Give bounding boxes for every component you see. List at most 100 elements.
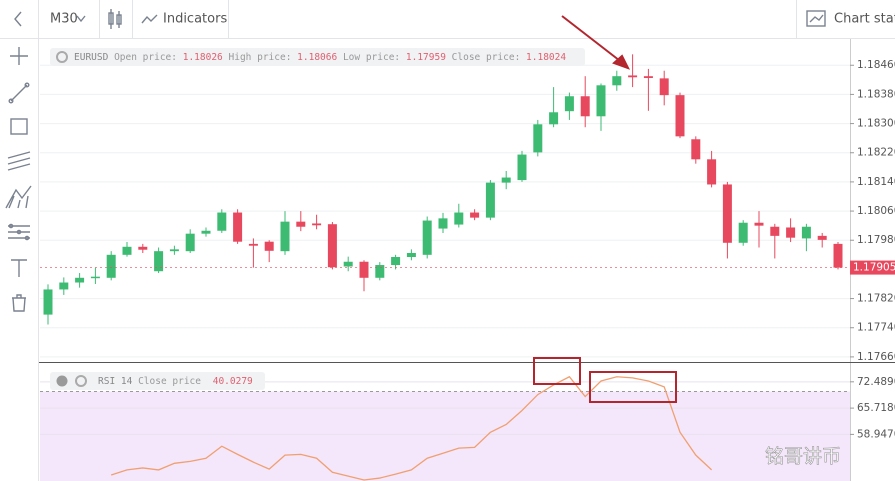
chart-state-button[interactable]: Chart state [834,12,895,27]
candle-body [754,222,764,226]
candle-body [233,212,243,242]
value: 1.18066 [297,52,337,63]
candle-body [833,243,843,268]
candle-body [154,251,164,272]
candle-body [438,218,448,229]
candle-body [801,226,811,239]
arrow-line [561,15,625,65]
y-tick-label: 1.17980 [857,234,895,246]
rectangle-tool[interactable] [10,118,28,135]
value: 1.18026 [183,52,223,63]
crosshair-tool[interactable] [10,47,28,65]
candle-body [722,184,732,243]
y-tick-label: 1.18140 [857,176,895,188]
close-icon[interactable] [56,375,68,387]
y-tick-label: 58.9470 [857,428,895,440]
candle-body [138,246,148,250]
value: 1.17959 [406,52,446,63]
candle-body [485,182,495,218]
arrow-head [612,54,631,70]
main-legend: EURUSD Open price: 1.18026 High price: 1… [50,48,585,66]
timeframe-button[interactable]: M30 [50,12,78,27]
y-tick-label: 1.18460 [857,59,895,71]
highlight-box [589,371,677,403]
candle-body [501,177,511,183]
delete-tool[interactable] [12,294,26,312]
candle-body [343,261,353,267]
timeframe-chevron[interactable] [76,15,86,23]
back-button[interactable] [14,11,22,27]
candle-body [675,95,685,137]
candle-body [59,282,69,290]
candle-body [312,223,322,226]
candle-body [90,276,100,279]
watermark: 铭哥讲币 [765,446,841,468]
candle-body [549,112,559,125]
y-tick-label: 1.17660 [857,351,895,363]
candle-body [470,212,480,218]
candle-body [628,75,638,78]
legend-bg [50,48,585,66]
candle-body [296,221,306,227]
y-tick-label: 72.4890 [857,376,895,388]
highlight-box [533,357,581,385]
candle-body [185,233,195,252]
y-tick-label: 1.18380 [857,88,895,100]
settings-icon[interactable] [75,375,87,387]
last-price-label: 1.17905 [853,262,895,274]
candle-body [264,241,274,251]
candle-body [517,154,527,181]
rsi-legend: RSI 14 Close price 40.0279 [50,372,265,390]
y-tick-label: 65.7180 [857,402,895,414]
candle-body [43,289,53,315]
y-tick-label: 1.17740 [857,322,895,334]
y-tick-label: 1.17820 [857,293,895,305]
fib-tool[interactable] [5,185,32,209]
candle-body [596,85,606,117]
value: 40.0279 [213,376,253,387]
candle-body [75,277,85,283]
candle-body [580,96,590,117]
candle-body [454,212,464,225]
candle-body [612,76,622,86]
label: Low price: [343,52,400,63]
y-tick-label: 1.18220 [857,147,895,159]
candle-body [201,230,211,234]
source: Close price [138,376,201,387]
candle-body [106,254,116,278]
last-price-tag [850,260,895,275]
settings-icon[interactable] [56,51,68,63]
label: Open price: [114,52,177,63]
candle-body [375,265,385,278]
indicators-icon[interactable] [141,14,158,24]
indicators-button[interactable]: Indicators [163,12,227,27]
rsi-line [111,375,713,481]
chart-state-icon[interactable] [806,10,826,27]
y-tick-label: 1.18060 [857,205,895,217]
level-band [40,391,850,481]
candle-body [391,257,401,266]
name: RSI 14 [98,376,133,387]
candle-body [786,227,796,238]
text-tool[interactable] [11,259,27,277]
channel-tool[interactable] [7,151,31,171]
candle-body [659,78,669,96]
candle-body [327,224,337,268]
legend-text: EURUSD Open price: 1.18026 High price: 1… [74,52,566,63]
y-tick-label: 1.18300 [857,118,895,130]
legend-text: RSI 14 Close price 40.0279 [98,376,253,387]
candle-body [248,243,258,246]
measure-tool[interactable] [8,223,30,241]
candle-body [691,139,701,160]
candle-body [707,159,717,185]
chart-type-button[interactable] [108,9,122,29]
candle-body [817,235,827,240]
candle-body [422,220,432,255]
symbol: EURUSD [74,52,109,63]
drawing-tools [5,38,39,481]
label: Close price: [452,52,521,63]
candle-body [280,221,290,252]
line-tool[interactable] [8,82,30,104]
price-axis-bg [850,39,895,481]
